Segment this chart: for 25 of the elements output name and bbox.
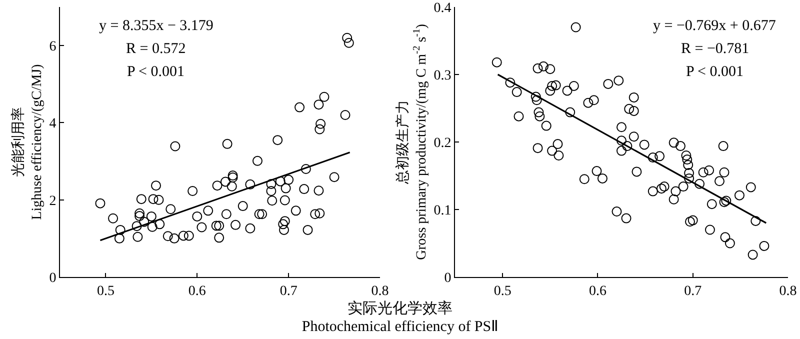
x-tick-label: 0.5 xyxy=(96,284,114,299)
x-tick-label: 0.7 xyxy=(684,284,702,299)
x-tick-label: 0.6 xyxy=(188,284,206,299)
y-tick-label: 0.2 xyxy=(434,136,452,151)
annotation: P < 0.001 xyxy=(686,64,744,80)
x-tick-label: 0.7 xyxy=(280,284,298,299)
y-tick-label: 0.4 xyxy=(434,0,452,16)
annotation: R = 0.572 xyxy=(126,41,186,57)
annotation: P < 0.001 xyxy=(127,64,184,80)
y-tick-label: 6 xyxy=(49,39,56,54)
y-tick-label: 0 xyxy=(444,270,452,286)
y-tick-label: 2 xyxy=(49,194,56,209)
x-tick-label: 0.5 xyxy=(494,284,512,299)
y-axis-title: 光能利用率 Lighuse efficiency/(gC/MJ) xyxy=(10,64,45,220)
y-tick-label: 0.1 xyxy=(434,203,452,218)
annotation: y = −0.769x + 0.677 xyxy=(653,18,776,34)
y-tick-label: 0.3 xyxy=(434,68,452,84)
x-tick-label: 0.8 xyxy=(371,284,389,299)
annotation: R = −0.781 xyxy=(681,41,750,57)
x-tick-label: 0.8 xyxy=(779,284,797,299)
x-axis-title: 实际光化学效率 Photochemical efficiency of PSⅡ xyxy=(300,300,500,336)
y-tick-label: 0 xyxy=(49,270,56,286)
annotation: y = 8.355x − 3.179 xyxy=(99,18,214,34)
x-tick-label: 0.6 xyxy=(588,284,606,299)
y-tick-label: 4 xyxy=(49,116,56,132)
